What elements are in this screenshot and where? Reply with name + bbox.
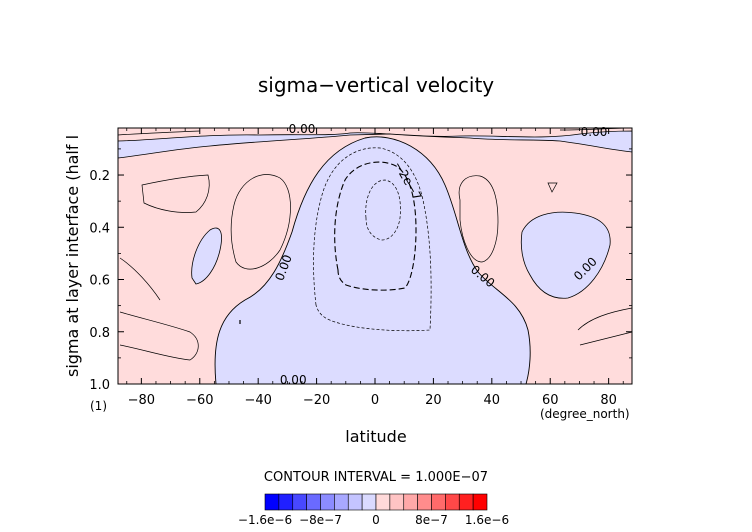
- contour-line: [579, 331, 633, 346]
- chart-title: sigma−vertical velocity: [258, 73, 494, 97]
- contour-line: [313, 147, 432, 332]
- x-tick-label: 60: [542, 393, 559, 408]
- colorbar-tick-label: 8e−7: [415, 513, 448, 527]
- colorbar-cell: [417, 493, 432, 511]
- contour-line: [117, 130, 201, 136]
- contour-line: [334, 161, 417, 291]
- contour-line: [119, 311, 199, 361]
- contour-interval-text: CONTOUR INTERVAL = 1.000E−07: [264, 470, 488, 485]
- negative-contours: [313, 147, 432, 332]
- negative-region-left: [191, 227, 222, 285]
- negative-region-right: [520, 211, 611, 299]
- y-axis-label: sigma at layer interface (half l: [63, 135, 82, 377]
- contour-line: [458, 175, 499, 263]
- colorbar-cell: [347, 493, 363, 511]
- negative-region-center: [214, 136, 531, 385]
- colorbar-tick-label: 0: [372, 513, 380, 527]
- y-tick-label: 0.2: [89, 169, 110, 184]
- colorbar: [264, 493, 488, 511]
- y-tick-label: 0.4: [89, 221, 110, 236]
- colorbar-cell: [361, 493, 377, 511]
- y-tick-label: 1.0: [89, 378, 110, 393]
- colorbar-cell: [458, 493, 474, 511]
- y-tick-label: 0.6: [89, 274, 110, 289]
- colorbar-cell: [306, 493, 321, 511]
- colorbar-cell: [375, 493, 391, 511]
- x-axis: −80 −60 −40 −20 0 20 40 60 80: [126, 128, 624, 408]
- colorbar-cell: [334, 493, 349, 511]
- x-axis-unit: (degree_north): [540, 407, 630, 421]
- x-axis-label: latitude: [345, 427, 406, 446]
- colorbar-cell: [389, 493, 405, 511]
- x-tick-label: 80: [600, 393, 617, 408]
- contour-line: [577, 307, 633, 331]
- contour-label: 0.00: [581, 125, 608, 139]
- x-tick-label: 0: [371, 393, 379, 408]
- colorbar-tick-label: −8e−7: [299, 513, 342, 527]
- colorbar-cell: [264, 493, 280, 511]
- contour-line: [119, 257, 161, 301]
- x-tick-label: 40: [484, 393, 501, 408]
- colorbar-tick-label: −1.6e−6: [238, 513, 292, 527]
- positive-contours: [117, 127, 633, 361]
- x-tick-label: −60: [186, 393, 213, 408]
- contour-line: [547, 182, 558, 193]
- colorbar-tick-label: 1.6e−6: [465, 513, 509, 527]
- colorbar-cell: [431, 493, 446, 511]
- colorbar-labels: −1.6e−6 −8e−7 0 8e−7 1.6e−6: [238, 513, 509, 527]
- contour-line: [141, 174, 210, 213]
- x-tick-label: 20: [425, 393, 442, 408]
- contour-line: [230, 174, 291, 270]
- x-tick-label: −80: [128, 393, 155, 408]
- colorbar-cell: [445, 493, 460, 511]
- colorbar-cell: [292, 493, 307, 511]
- colorbar-cell: [278, 493, 294, 511]
- y-tick-label: 0.8: [89, 326, 110, 341]
- contour-label: 0.00: [280, 373, 307, 387]
- contour-line: [365, 179, 401, 241]
- colorbar-cell: [320, 493, 335, 511]
- y-axis-unit: (1): [90, 399, 107, 413]
- colorbar-cell: [472, 493, 488, 511]
- colorbar-cell: [403, 493, 418, 511]
- x-tick-label: −20: [303, 393, 330, 408]
- plot-area: 0.00 0.000.00 0.00 0.000.00−2e−7: [117, 122, 633, 387]
- x-tick-label: −40: [244, 393, 271, 408]
- y-axis: 0.2 0.4 0.6 0.8 1.0: [89, 148, 632, 393]
